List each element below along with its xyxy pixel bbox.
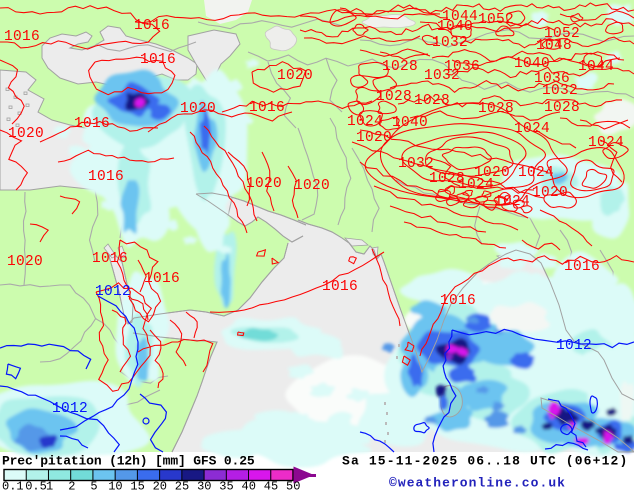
svg-text:20: 20 [153,480,167,491]
svg-text:45: 45 [264,480,278,491]
svg-text:1044: 1044 [442,9,478,25]
svg-text:1024: 1024 [347,114,383,130]
svg-text:1028: 1028 [544,100,580,116]
svg-text:1016: 1016 [140,52,176,68]
svg-text:1032: 1032 [432,35,468,51]
svg-text:50: 50 [286,480,300,491]
svg-text:1016: 1016 [92,251,128,267]
svg-text:1032: 1032 [424,68,460,84]
svg-text:1016: 1016 [322,279,358,295]
svg-text:5: 5 [90,480,97,491]
svg-text:0.1: 0.1 [2,480,24,491]
svg-text:1028: 1028 [478,101,514,117]
svg-text:©weatheronline.co.uk: ©weatheronline.co.uk [389,476,566,491]
svg-text:1048: 1048 [536,38,572,54]
svg-text:1020: 1020 [474,165,510,181]
svg-text:1020: 1020 [246,176,282,192]
svg-text:25: 25 [175,480,189,491]
svg-text:1020: 1020 [356,130,392,146]
svg-text:1024: 1024 [518,165,554,181]
svg-text:1020: 1020 [532,185,568,201]
svg-text:0.5: 0.5 [25,480,47,491]
svg-text:1020: 1020 [7,254,43,270]
svg-text:1012: 1012 [556,338,592,354]
svg-text:1052: 1052 [478,12,514,28]
svg-text:1016: 1016 [74,116,110,132]
svg-text:40: 40 [242,480,256,491]
svg-text:1032: 1032 [398,156,434,172]
svg-text:Sa 15-11-2025 06..18 UTC (06+1: Sa 15-11-2025 06..18 UTC (06+12) [342,454,628,469]
svg-text:1016: 1016 [134,18,170,34]
svg-text:Prec'pitation (12h) [mm] GFS 0: Prec'pitation (12h) [mm] GFS 0.25 [2,454,255,469]
svg-text:1024: 1024 [458,177,494,193]
svg-text:15: 15 [130,480,144,491]
svg-text:2: 2 [68,480,75,491]
svg-text:1020: 1020 [294,178,330,194]
svg-text:1032: 1032 [542,83,578,99]
svg-text:35: 35 [219,480,233,491]
svg-text:1040: 1040 [437,19,473,35]
svg-text:1040: 1040 [392,115,428,131]
svg-text:1024: 1024 [514,121,550,137]
svg-text:1: 1 [46,480,53,491]
svg-text:1012: 1012 [95,284,131,300]
svg-text:1044: 1044 [578,59,614,75]
svg-text:10: 10 [108,480,122,491]
svg-text:30: 30 [197,480,211,491]
svg-text:1016: 1016 [4,29,40,45]
svg-text:1036: 1036 [444,59,480,75]
svg-text:1016: 1016 [249,100,285,116]
svg-text:1016: 1016 [440,293,476,309]
svg-text:1040: 1040 [514,56,550,72]
svg-text:1020: 1020 [277,68,313,84]
svg-text:1016: 1016 [144,271,180,287]
svg-text:1028: 1028 [414,93,450,109]
svg-text:1020: 1020 [180,101,216,117]
svg-text:1052: 1052 [544,26,580,42]
svg-text:1036: 1036 [534,71,570,87]
svg-text:1020: 1020 [8,126,44,142]
svg-text:1028: 1028 [376,89,412,105]
svg-text:1012: 1012 [52,401,88,417]
svg-text:1024: 1024 [494,194,530,210]
svg-text:1016: 1016 [88,169,124,185]
svg-text:1028: 1028 [429,171,465,187]
svg-text:1024: 1024 [588,135,624,151]
svg-text:1016: 1016 [564,259,600,275]
svg-text:1028: 1028 [382,59,418,75]
